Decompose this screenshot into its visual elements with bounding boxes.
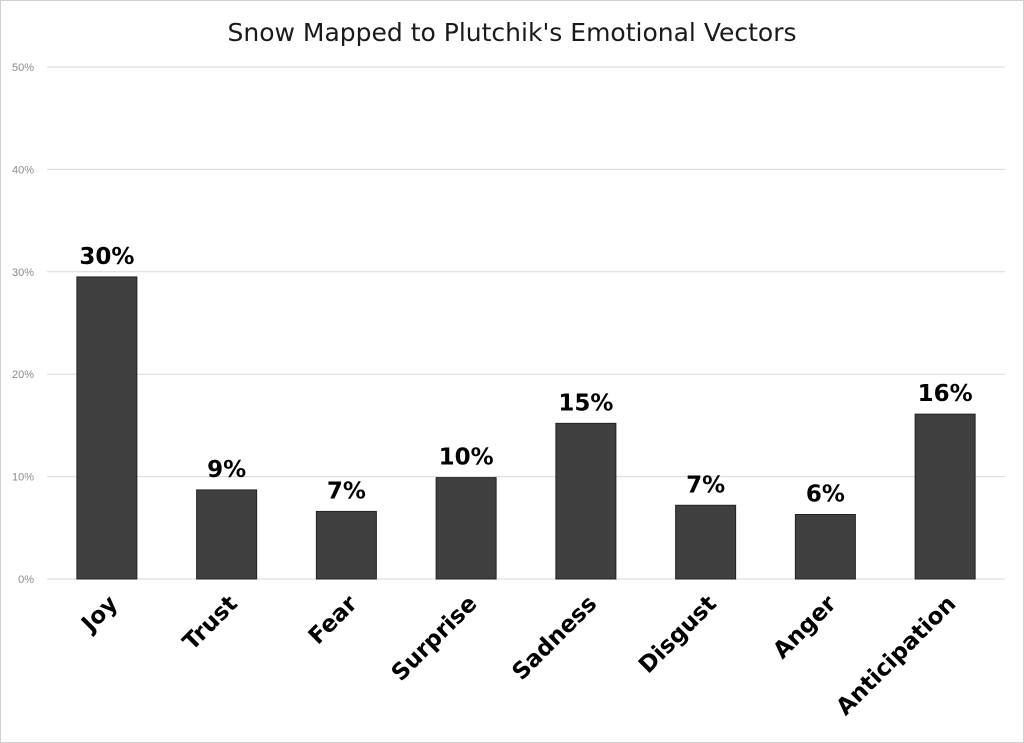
x-tick-label: Anticipation [832,591,962,721]
y-tick-label: 10% [12,472,34,484]
gridlines [47,66,1005,580]
x-axis-ticks: Joy Trust Fear Surprise Sadness Disgust AngerA… [75,590,961,720]
x-tick-label: Anger [768,590,842,664]
y-tick-label: 30% [12,267,34,279]
bar-disgust [675,504,737,580]
bar-trust [196,489,258,580]
data-label: 7% [686,472,725,498]
chart-title: Snow Mapped to Plutchik's Emotional Vect… [227,18,796,47]
bars [76,276,976,580]
y-tick-label: 20% [12,369,34,381]
y-tick-label: 50% [12,62,34,74]
data-label: 9% [207,457,246,483]
data-label: 10% [439,445,494,471]
x-tick-label: Disgust [634,591,722,679]
x-tick-label: Trust [178,591,243,656]
data-label: 30% [79,244,134,270]
bar-sadness [555,422,617,580]
x-tick-label: Joy [75,591,123,639]
x-tick-label: Sadness [507,591,602,686]
bar-surprise [435,477,497,580]
x-tick-label: Fear [304,590,363,649]
data-label: 6% [806,481,845,507]
data-labels: 30% 9% 7% 10% 15% 7% 6% 16% [79,244,972,508]
data-label: 7% [327,478,366,504]
bar-joy [76,276,138,580]
data-label: 16% [918,381,973,407]
y-tick-label: 40% [12,164,34,176]
bar-anticipation [914,413,976,580]
x-tick-label: Surprise [387,591,483,687]
y-tick-label: 0% [18,574,34,586]
bar-fear [315,510,377,580]
y-axis-ticks: 0% 10% 20% 30% 40% 50% [12,62,34,586]
data-label: 15% [558,390,613,416]
bar-anger [794,513,856,580]
